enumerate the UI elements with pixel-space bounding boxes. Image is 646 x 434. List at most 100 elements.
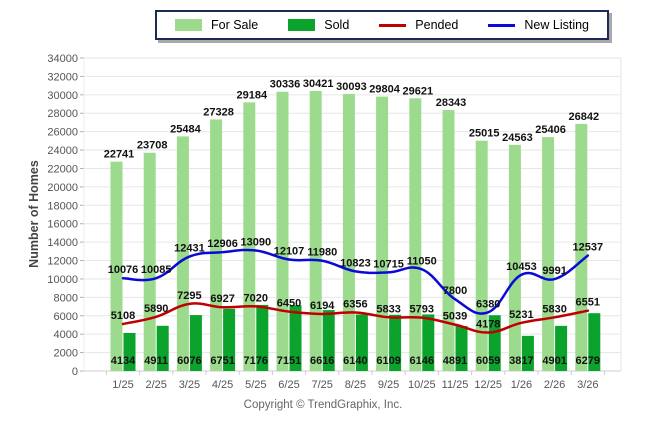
for-sale-value-label: 22741 [104, 149, 135, 161]
bar-for-sale [542, 137, 555, 371]
bar-sold [555, 325, 568, 371]
for-sale-value-label: 30421 [303, 78, 334, 90]
y-axis-tick-label: 0 [72, 366, 78, 378]
legend-label: Sold [324, 18, 350, 32]
bar-sold [156, 325, 169, 371]
new-listing-value-label: 9991 [542, 265, 566, 277]
pended-value-label: 7295 [177, 290, 201, 302]
pended-value-label: 6927 [210, 293, 234, 305]
legend-item-new-listing: New Listing [488, 18, 589, 32]
x-axis-tick-label: 10/25 [408, 379, 436, 391]
bar-for-sale [309, 90, 322, 372]
bar-sold [588, 313, 601, 371]
y-axis-tick-label: 16000 [47, 219, 78, 231]
legend-item-pended: Pended [379, 18, 458, 32]
for-sale-value-label: 24563 [502, 132, 533, 144]
for-sale-value-label: 25015 [469, 128, 500, 140]
legend-label: New Listing [524, 18, 590, 32]
sold-value-label: 4891 [443, 355, 467, 367]
for-sale-value-label: 27328 [203, 106, 234, 118]
bar-for-sale [110, 161, 123, 371]
bar-for-sale [409, 98, 422, 371]
line-series [121, 248, 590, 334]
chart-legend: For Sale Sold Pended New Listing [155, 10, 610, 40]
for-sale-value-label: 25484 [170, 123, 201, 135]
new-listing-value-label: 10076 [108, 264, 139, 276]
bar-for-sale [442, 110, 455, 372]
for-sale-value-label: 30336 [270, 79, 301, 91]
for-sale-value-label: 23708 [137, 140, 168, 152]
sold-value-label: 7176 [244, 355, 268, 367]
new-listing-value-label: 11980 [307, 247, 337, 259]
bar-for-sale [376, 96, 389, 372]
sold-value-label: 6140 [343, 355, 367, 367]
legend-item-for-sale: For Sale [175, 18, 258, 32]
new-listing-value-label: 10085 [141, 264, 172, 276]
pended-value-label: 6356 [343, 298, 367, 310]
sold-value-label: 6109 [376, 355, 400, 367]
value-labels: 22741 4134 5108 10076 23708 4911 5890 10085 2548… [104, 78, 603, 367]
x-axis-tick-label: 2/25 [145, 379, 166, 391]
pended-value-label: 5039 [443, 311, 467, 323]
bar-for-sale [276, 91, 289, 372]
new-listing-value-label: 10823 [340, 257, 371, 269]
bar-sold [223, 308, 236, 371]
bar-sold [389, 314, 402, 371]
new-listing-value-label: 7800 [443, 285, 467, 297]
y-axis-tick-label: 10000 [47, 274, 78, 286]
pended-value-label: 6551 [576, 297, 600, 309]
line-swatch-2 [379, 23, 407, 27]
bar-for-sale [176, 136, 189, 371]
pended-value-label: 5793 [410, 304, 434, 316]
bar-sold [521, 335, 534, 371]
copyright-text: Copyright © TrendGraphix, Inc. [243, 399, 403, 411]
sold-value-label: 6059 [476, 355, 500, 367]
new-listing-value-label: 11050 [407, 255, 437, 267]
new-listing-value-label: 12906 [207, 238, 238, 250]
bar-for-sale [508, 144, 521, 371]
y-axis-tick-label: 6000 [54, 311, 78, 323]
x-axis-tick-label: 1/25 [112, 379, 133, 391]
y-axis-tick-label: 26000 [47, 127, 78, 139]
for-sale-value-label: 25406 [535, 124, 566, 136]
y-axis-tick-label: 8000 [54, 292, 78, 304]
for-sale-value-label: 26842 [569, 111, 600, 123]
bar-sold [455, 325, 468, 371]
y-axis-tick-label: 2000 [54, 348, 78, 360]
legend-label: Pended [415, 18, 459, 32]
new-listing-value-label: 12431 [174, 243, 205, 255]
new-listing-value-label: 6380 [476, 298, 500, 310]
sold-value-label: 4911 [144, 355, 168, 367]
y-axis-tick-label: 32000 [47, 71, 78, 83]
x-axis-tick-label: 5/25 [245, 379, 266, 391]
y-axis-tick-label: 30000 [47, 90, 78, 102]
sold-value-label: 6751 [210, 355, 234, 367]
new-listing-value-label: 10715 [373, 258, 404, 270]
bar-sold [189, 315, 202, 371]
pended-value-label: 6194 [310, 300, 335, 312]
new-listing-line [121, 248, 590, 315]
line-swatch-3 [488, 23, 516, 27]
x-axis-tick-label: 7/25 [311, 379, 332, 391]
pended-value-label: 4178 [476, 319, 500, 331]
new-listing-value-label: 10453 [506, 261, 537, 273]
bar-for-sale [143, 152, 156, 371]
y-axis-tick-label: 12000 [47, 256, 78, 268]
sold-value-label: 6146 [410, 355, 434, 367]
x-axis-tick-label: 3/26 [577, 379, 598, 391]
for-sale-value-label: 28343 [436, 97, 467, 109]
sold-value-label: 4901 [542, 355, 566, 367]
sold-value-label: 6616 [310, 355, 334, 367]
bar-sold [422, 314, 435, 371]
for-sale-value-label: 29621 [403, 85, 434, 97]
sold-value-label: 7151 [277, 355, 301, 367]
sold-value-label: 6076 [177, 355, 201, 367]
y-axis-tick-label: 34000 [47, 53, 78, 65]
y-axis-tick-label: 14000 [47, 237, 78, 249]
y-axis-tick-label: 4000 [54, 329, 78, 341]
pended-value-label: 5830 [542, 303, 566, 315]
bar-for-sale [243, 102, 256, 371]
for-sale-value-label: 29184 [237, 89, 268, 101]
swatch-1 [288, 19, 316, 31]
